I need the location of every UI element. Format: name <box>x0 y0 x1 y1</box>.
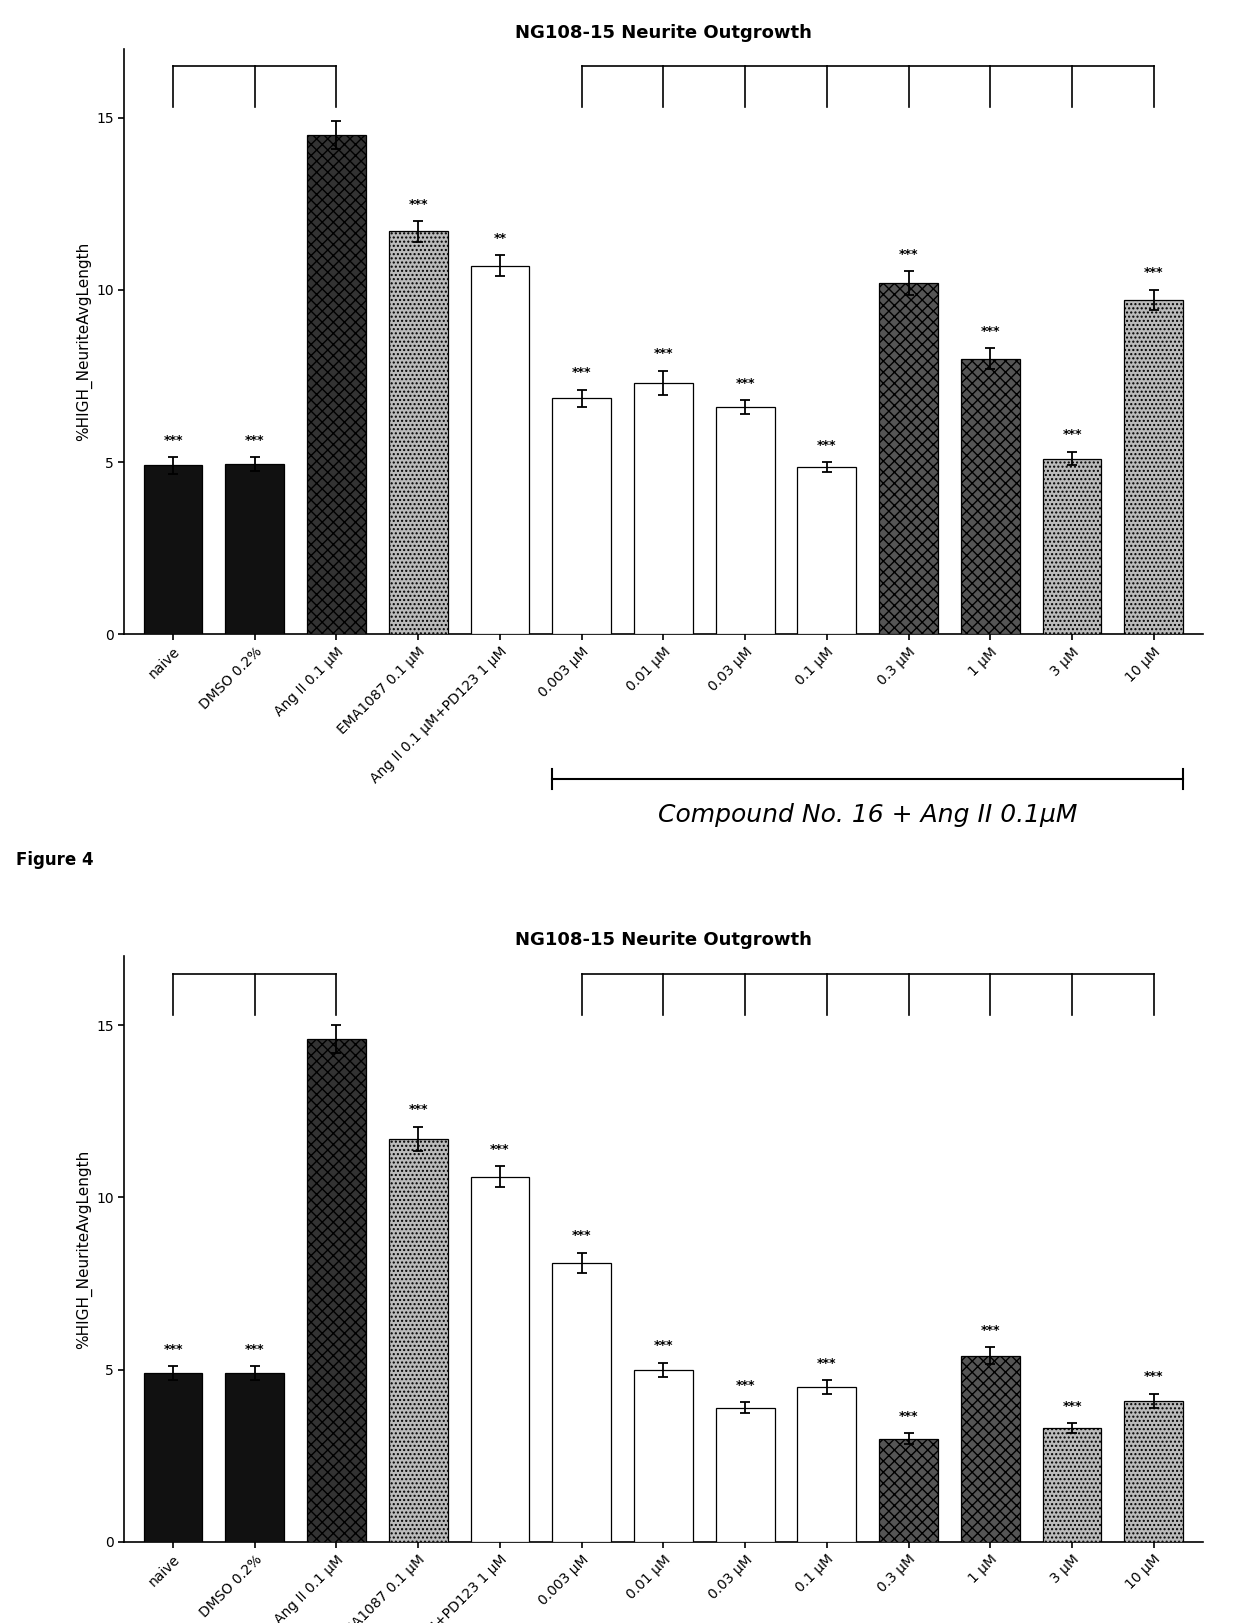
Bar <box>308 1039 366 1542</box>
Bar <box>144 1373 202 1542</box>
Bar <box>389 230 448 635</box>
Text: ***: *** <box>981 325 999 338</box>
Bar <box>797 467 857 635</box>
Text: ***: *** <box>408 198 428 211</box>
Text: ***: *** <box>1063 428 1081 441</box>
Title: NG108-15 Neurite Outgrowth: NG108-15 Neurite Outgrowth <box>515 24 812 42</box>
Text: ***: *** <box>981 1324 999 1337</box>
Text: ***: *** <box>817 438 837 451</box>
Bar <box>879 282 937 635</box>
Text: ***: *** <box>1063 1399 1081 1412</box>
Bar <box>961 359 1019 635</box>
Bar <box>226 1373 284 1542</box>
Text: ***: *** <box>735 1380 755 1393</box>
Bar <box>226 464 284 635</box>
Text: ***: *** <box>817 1357 837 1370</box>
Bar <box>552 398 611 635</box>
Bar <box>715 407 775 635</box>
Text: Compound No. 16 + Ang II 0.1μM: Compound No. 16 + Ang II 0.1μM <box>658 803 1078 828</box>
Text: **: ** <box>494 232 506 245</box>
Bar <box>634 383 693 635</box>
Text: ***: *** <box>164 433 182 446</box>
Text: ***: *** <box>899 1410 919 1423</box>
Y-axis label: %HIGH_NeuriteAvgLength: %HIGH_NeuriteAvgLength <box>76 242 92 441</box>
Bar <box>470 266 529 635</box>
Text: ***: *** <box>1145 1370 1163 1383</box>
Text: ***: *** <box>735 377 755 390</box>
Bar <box>1125 300 1183 635</box>
Bar <box>961 1355 1019 1542</box>
Bar <box>1043 1428 1101 1542</box>
Text: ***: *** <box>572 367 591 380</box>
Bar <box>389 1139 448 1542</box>
Bar <box>470 1177 529 1542</box>
Text: ***: *** <box>246 1342 264 1355</box>
Bar <box>634 1370 693 1542</box>
Text: ***: *** <box>572 1229 591 1242</box>
Text: ***: *** <box>164 1342 182 1355</box>
Text: ***: *** <box>408 1104 428 1117</box>
Bar <box>308 135 366 635</box>
Text: ***: *** <box>899 248 919 261</box>
Bar <box>715 1407 775 1542</box>
Bar <box>1043 459 1101 635</box>
Bar <box>797 1386 857 1542</box>
Title: NG108-15 Neurite Outgrowth: NG108-15 Neurite Outgrowth <box>515 932 812 949</box>
Text: ***: *** <box>490 1143 510 1156</box>
Text: ***: *** <box>653 1339 673 1352</box>
Bar <box>552 1263 611 1542</box>
Bar <box>144 466 202 635</box>
Y-axis label: %HIGH_NeuriteAvgLength: %HIGH_NeuriteAvgLength <box>76 1149 92 1349</box>
Text: ***: *** <box>246 433 264 446</box>
Text: ***: *** <box>1145 266 1163 279</box>
Text: Figure 4: Figure 4 <box>16 850 94 868</box>
Bar <box>1125 1401 1183 1542</box>
Text: ***: *** <box>653 347 673 360</box>
Bar <box>879 1438 937 1542</box>
